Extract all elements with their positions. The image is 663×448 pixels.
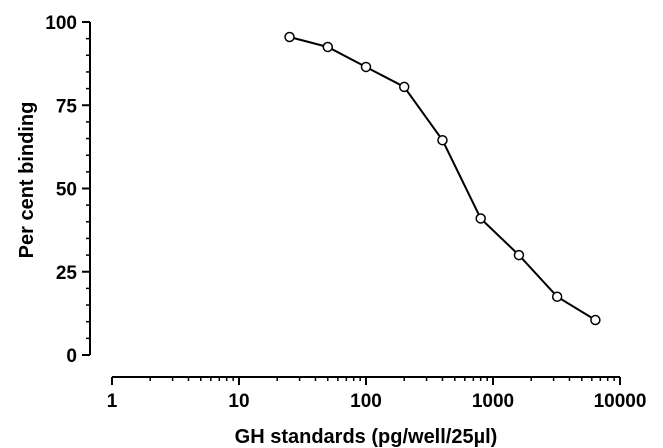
data-point xyxy=(475,213,486,224)
data-point xyxy=(322,41,334,53)
x-axis-title: GH standards (pg/well/25µl) xyxy=(235,426,498,448)
data-point xyxy=(437,134,448,146)
series-line xyxy=(289,36,596,321)
y-axis-title: Per cent binding xyxy=(16,102,38,259)
data-point xyxy=(551,291,563,302)
y-tick-label: 50 xyxy=(56,180,77,201)
x-tick-label: 10 xyxy=(228,391,249,412)
data-point xyxy=(360,61,372,73)
data-point xyxy=(513,249,525,261)
y-tick-label: 25 xyxy=(56,263,78,284)
x-tick-label: 1 xyxy=(107,391,118,412)
x-tick-label: 10000 xyxy=(594,391,647,412)
y-tick-label: 100 xyxy=(45,13,77,34)
y-axis: 0 25 50 75 100 xyxy=(45,13,91,367)
x-axis: 1 10 100 1000 10000 xyxy=(107,376,647,412)
x-tick-label: 100 xyxy=(350,391,382,412)
plot-area xyxy=(284,31,601,326)
data-point xyxy=(590,314,601,326)
y-tick-label: 0 xyxy=(66,346,77,367)
data-point xyxy=(284,31,295,43)
x-tick-label: 1000 xyxy=(472,391,514,412)
data-point xyxy=(398,81,410,93)
y-tick-label: 75 xyxy=(56,96,78,117)
